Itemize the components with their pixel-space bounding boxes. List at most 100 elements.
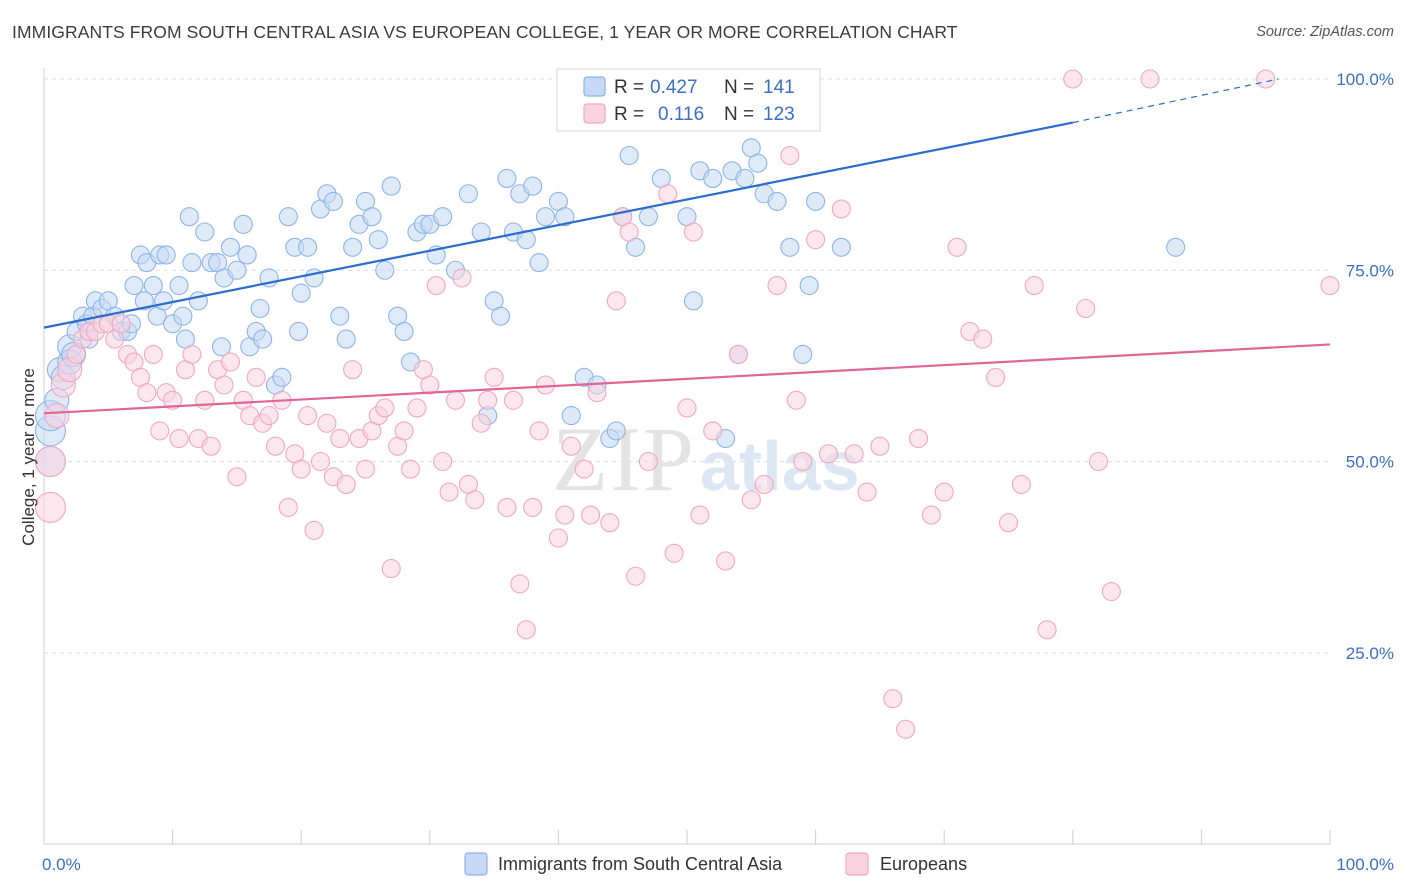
immigrants-point [330,306,350,326]
europeans-point [484,367,504,387]
europeans-point [1011,474,1031,495]
europeans-point [169,428,189,449]
x-tick-label-max: 100.0% [1336,855,1394,874]
immigrants-point [173,306,193,326]
europeans-point [741,490,761,510]
europeans-point [1076,298,1096,319]
europeans-point [831,199,851,219]
europeans-point [426,275,446,296]
europeans-point [291,459,311,479]
europeans-point [227,467,247,487]
europeans-point [896,719,916,739]
europeans-point [330,428,350,449]
immigrants-point [433,207,453,227]
europeans-point [246,367,266,387]
immigrants-point [1166,237,1186,257]
europeans-point [137,383,157,403]
immigrants-point [233,214,253,234]
europeans-point [278,497,298,517]
legend-n-value-2: 123 [763,104,795,125]
immigrants-point [343,237,363,257]
europeans-trend-line [43,343,1331,415]
y-tick-labels: 25.0% 50.0% 75.0% 100.0% [1336,70,1394,663]
europeans-point [664,543,684,563]
europeans-point [908,428,929,449]
immigrants-point [523,176,543,196]
europeans-point [973,329,993,349]
bottom-legend-swatch-pink [845,852,869,876]
immigrants-point [323,191,343,211]
europeans-point [934,482,954,502]
europeans-point [844,444,864,464]
bottom-legend: Immigrants from South Central Asia Europ… [464,852,967,876]
europeans-point [497,497,517,517]
europeans-point [439,482,459,502]
europeans-point [375,398,395,418]
bottom-legend-swatch-blue [464,852,488,876]
europeans-point [214,375,234,395]
immigrants-point [237,245,257,265]
europeans-point [683,222,703,242]
europeans-point [343,360,363,380]
legend-swatch-blue [583,76,606,97]
europeans-point [587,383,607,403]
legend-r-label-1: R = [614,77,644,98]
legend-swatch-pink [583,103,606,124]
immigrants-point [169,275,189,296]
legend-n-label-1: N = [724,77,754,98]
europeans-point [986,367,1006,387]
europeans-point [465,490,485,510]
trend-lines [43,78,1331,415]
europeans-point [310,451,331,472]
europeans-point [317,413,337,433]
immigrants-point [555,207,575,227]
europeans-point [355,459,376,479]
bottom-legend-label-europeans: Europeans [880,854,967,874]
europeans-point [510,574,530,594]
immigrants-point [124,275,144,296]
europeans-point [658,184,678,204]
immigrants-point [619,145,639,166]
europeans-point [818,444,839,464]
europeans-point [265,436,286,456]
immigrants-point [561,406,581,426]
europeans-point [947,237,967,257]
immigrants-point [211,337,232,357]
europeans-point [767,275,787,296]
europeans-point [535,375,556,395]
immigrants-point [767,191,787,211]
europeans-point [780,145,800,166]
chart-source: Source: ZipAtlas.com [1256,24,1394,40]
europeans-point [304,520,324,540]
europeans-point [716,551,736,571]
immigrants-point [793,344,813,364]
immigrants-point [806,191,826,211]
immigrants-point [227,260,247,280]
europeans-point [503,390,523,410]
europeans-point [163,390,183,410]
immigrants-point [291,283,311,303]
europeans-point [471,413,491,433]
europeans-point [452,268,472,288]
x-tick-label-min: 0.0% [42,855,81,874]
europeans-point [548,528,568,548]
europeans-point [1063,69,1083,89]
europeans-point [690,505,710,525]
immigrants-point [298,237,318,257]
europeans-point [407,398,427,418]
europeans-point [516,620,536,640]
immigrants-point [748,153,768,173]
x-ticks [43,830,1331,844]
europeans-point [394,421,414,441]
europeans-point [1320,275,1340,296]
europeans-point [381,559,401,579]
europeans-point [433,451,453,472]
europeans-point [638,451,658,472]
europeans-point [1256,69,1276,89]
europeans-point [606,291,626,311]
immigrants-point [683,291,703,311]
immigrants-point [272,367,292,387]
europeans-point [580,505,601,525]
immigrants-point [394,321,414,342]
